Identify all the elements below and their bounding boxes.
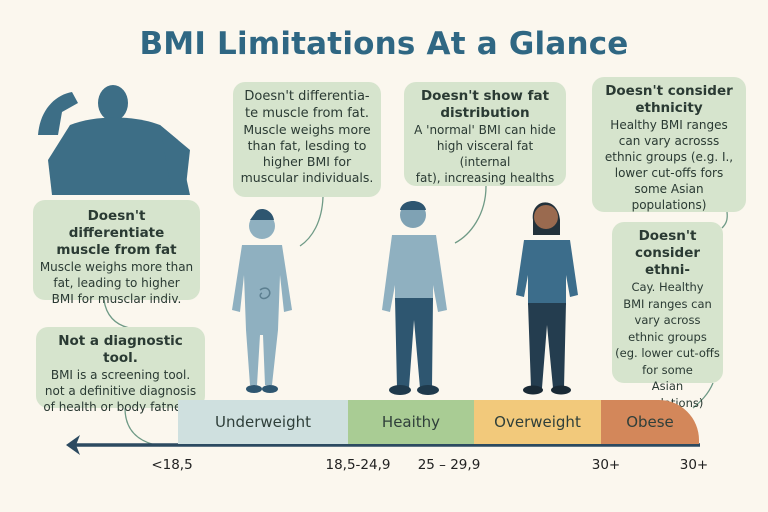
child-figure bbox=[232, 208, 292, 393]
callout-heading: Doesn't differentiate muscle from fat bbox=[56, 208, 177, 258]
connector-line bbox=[454, 185, 487, 244]
category-obese: Obese bbox=[601, 400, 699, 444]
callout-body: BMI is a screening tool. not a definitiv… bbox=[43, 368, 198, 414]
callout-fat-distribution: Doesn't show fat distribution A 'normal'… bbox=[404, 82, 566, 186]
woman-figure bbox=[516, 202, 578, 395]
tick-label: 30+ bbox=[591, 457, 621, 473]
tick-label: 18,5-24,9 bbox=[325, 457, 391, 473]
callout-heading: Doesn't differentia- te muscle from fat. bbox=[244, 89, 370, 121]
callout-body: A 'normal' BMI can hide high visceral fa… bbox=[414, 123, 556, 185]
callout-heading: Doesn't show fat distribution bbox=[420, 88, 550, 121]
callout-ethnicity-2: Doesn't consider ethni- Cay. Healthy BMI… bbox=[612, 222, 723, 410]
callout-body: Cay. Healthy BMI ranges can vary across … bbox=[615, 280, 720, 410]
callout-muscle-vs-fat: Doesn't differentiate muscle from fat Mu… bbox=[33, 200, 200, 306]
tick-label: 25 – 29,9 bbox=[417, 457, 481, 473]
category-label: Heaithy bbox=[381, 413, 441, 431]
muscular-man-figure bbox=[38, 85, 190, 195]
category-label: Underweight bbox=[215, 413, 311, 431]
callout-muscle-vs-fat-2: Doesn't differentia- te muscle from fat.… bbox=[233, 82, 381, 197]
callout-heading: Doesn't consider ethni- bbox=[634, 228, 701, 278]
category-label: Overweight bbox=[494, 413, 581, 431]
connector-line bbox=[692, 382, 714, 409]
man-figure bbox=[382, 201, 447, 395]
connector-line bbox=[721, 211, 728, 229]
callout-not-diagnostic: Not a diagnostic tool. BMI is a screenin… bbox=[36, 327, 205, 414]
tick-label: 30+ bbox=[679, 457, 709, 473]
callout-body: Muscle weighs more than fat, leading to … bbox=[39, 260, 194, 306]
callout-heading: Not a diagnostic tool. bbox=[58, 333, 183, 366]
tick-label: <18,5 bbox=[151, 457, 193, 473]
category-underweight: Underweight bbox=[178, 400, 348, 444]
callout-ethnicity: Doesn't consider ethnicity Healthy BMI r… bbox=[592, 77, 746, 212]
callout-body: Muscle weighs more than fat, lesding to … bbox=[240, 122, 374, 185]
arrow-left-icon bbox=[66, 435, 80, 455]
category-healthy: Heaithy bbox=[348, 400, 474, 444]
connector-line bbox=[299, 196, 324, 247]
category-overweight: Overweight bbox=[474, 400, 601, 444]
page-title: BMI Limitations At a Glance bbox=[139, 26, 629, 62]
callout-heading: Doesn't consider ethnicity bbox=[605, 83, 733, 116]
callout-body: Healthy BMI ranges can vary acrosss ethn… bbox=[604, 118, 734, 212]
category-label: Obese bbox=[626, 413, 674, 431]
